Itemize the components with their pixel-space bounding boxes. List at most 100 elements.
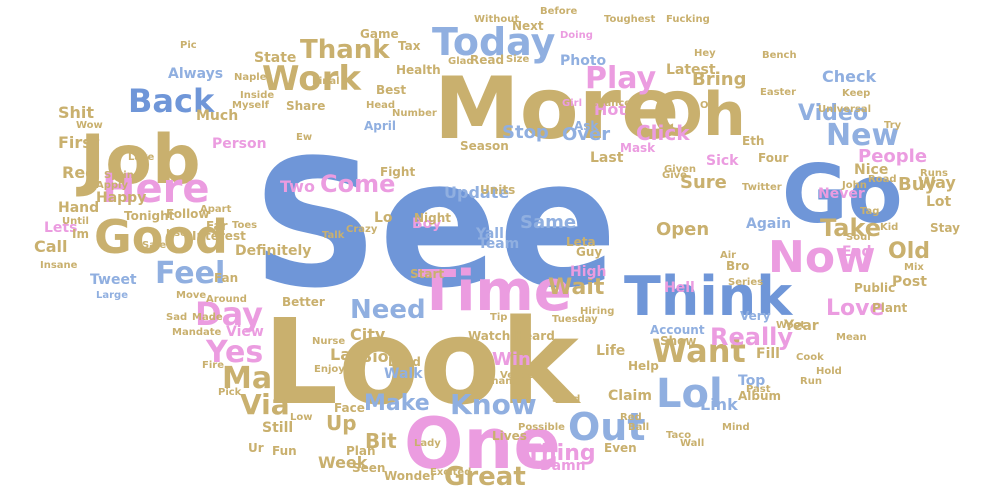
word-bench: Bench [762, 50, 797, 61]
word-mandate: Mandate [172, 327, 222, 338]
word-lets: Lets [44, 220, 77, 236]
word-call: Call [34, 237, 68, 256]
word-hot: Hot [594, 100, 626, 119]
word-try: Try [884, 120, 902, 131]
word-feel: Feel [155, 256, 225, 291]
word-still: Still [262, 420, 293, 436]
word-around: Around [206, 294, 247, 305]
word-city: City [350, 325, 386, 344]
word-stop: Stop [502, 122, 549, 143]
word-new: New [826, 118, 899, 153]
word-seen: Seen [352, 461, 385, 475]
word-taco: Taco [666, 430, 691, 441]
word-wow: Wow [76, 120, 103, 131]
word-use: Use [166, 228, 187, 239]
word-fire: Fire [202, 360, 224, 371]
word-game: Game [360, 27, 399, 41]
word-lives: Lives [492, 429, 527, 443]
word-size: Size [506, 54, 529, 65]
word-far: Far [206, 219, 228, 233]
word-post: Post [892, 274, 927, 290]
word-ask: Ask [574, 119, 599, 133]
word-now: Now [768, 232, 876, 283]
word-top: Top [738, 373, 765, 389]
word-one: One [404, 403, 561, 485]
word-lol: Lol [656, 371, 723, 417]
word-red: Red [62, 163, 97, 182]
word-best: Best [376, 83, 406, 97]
word-high: High [570, 264, 607, 280]
word-yall: Yall [475, 226, 504, 242]
word-back: Back [128, 82, 215, 120]
word-take: Take [820, 214, 881, 242]
word-hand: Hand [58, 200, 99, 216]
word-always: Always [168, 66, 223, 82]
word-year: Year [783, 318, 819, 334]
word-mix: Mix [904, 262, 924, 273]
word-bit: Bit [365, 429, 397, 453]
word-old: Old [888, 239, 930, 264]
word-album: Album [738, 389, 781, 403]
word-sick: Sick [706, 153, 739, 169]
word-follow: Follow [166, 207, 210, 221]
word-open: Open [656, 219, 709, 240]
word-health: Health [396, 63, 441, 77]
word-road: Road [868, 174, 896, 185]
word-large: Large [96, 290, 128, 301]
word-thing: Thing [526, 441, 596, 466]
word-air: Air [720, 250, 736, 261]
word-move: Move [176, 290, 206, 301]
word-plan: Plan [346, 444, 376, 458]
word-man: Man [222, 361, 293, 396]
word-low: Low [290, 412, 312, 423]
word-ball: Ball [628, 422, 649, 433]
word-make: Make [364, 391, 430, 416]
word-hiring: Hiring [580, 306, 614, 317]
word-check: Check [822, 67, 876, 86]
word-crazy: Crazy [346, 224, 378, 235]
word-bio: Bio [360, 347, 389, 366]
word-definitely: Definitely [235, 243, 311, 259]
word-life: Life [596, 343, 625, 359]
word-stay: Stay [930, 221, 960, 235]
word-photo: Photo [560, 53, 607, 69]
word-leta: Leta [566, 235, 596, 249]
word-here: Here [102, 166, 209, 212]
word-look: Look [263, 293, 581, 431]
word-happy: Happy [96, 190, 146, 206]
word-see: See [252, 122, 618, 327]
word-really: Really [710, 323, 793, 351]
word-without: Without [474, 14, 519, 25]
word-plant: Plant [872, 301, 908, 315]
word-account: Account [650, 323, 705, 337]
word-latest: Latest [666, 62, 716, 78]
word-runs: Runs [920, 168, 948, 179]
word-woot: Woot [776, 320, 805, 331]
word-two: Two [280, 177, 315, 196]
word-want: Want [652, 332, 746, 370]
word-help: Help [628, 359, 659, 373]
word-oil: Oil [700, 100, 715, 111]
word-give: Give [662, 170, 687, 181]
word-soul: Soul [846, 232, 871, 243]
word-enjoy: Enjoy [314, 364, 345, 375]
word-way: Way [918, 173, 956, 192]
word-universal: Universal [818, 104, 871, 115]
word-number: Number [392, 108, 437, 119]
word-tag: Tag [860, 206, 879, 217]
word-doing: Doing [560, 30, 593, 41]
word-claim: Claim [608, 388, 652, 404]
word-even: Even [604, 441, 637, 455]
word-up: Up [326, 411, 357, 435]
word-inside: Inside [240, 90, 274, 101]
word-start: Start [410, 267, 444, 281]
word-sure: Sure [680, 172, 727, 193]
word-myself: Myself [232, 100, 270, 111]
word-sale: Sale [142, 240, 166, 251]
word-day: Day [195, 295, 263, 333]
word-eth: Eth [742, 134, 764, 148]
word-sad: Sad [166, 312, 187, 323]
word-via: Via [240, 388, 290, 421]
word-mind: Mind [722, 422, 750, 433]
word-la: La [330, 345, 351, 364]
